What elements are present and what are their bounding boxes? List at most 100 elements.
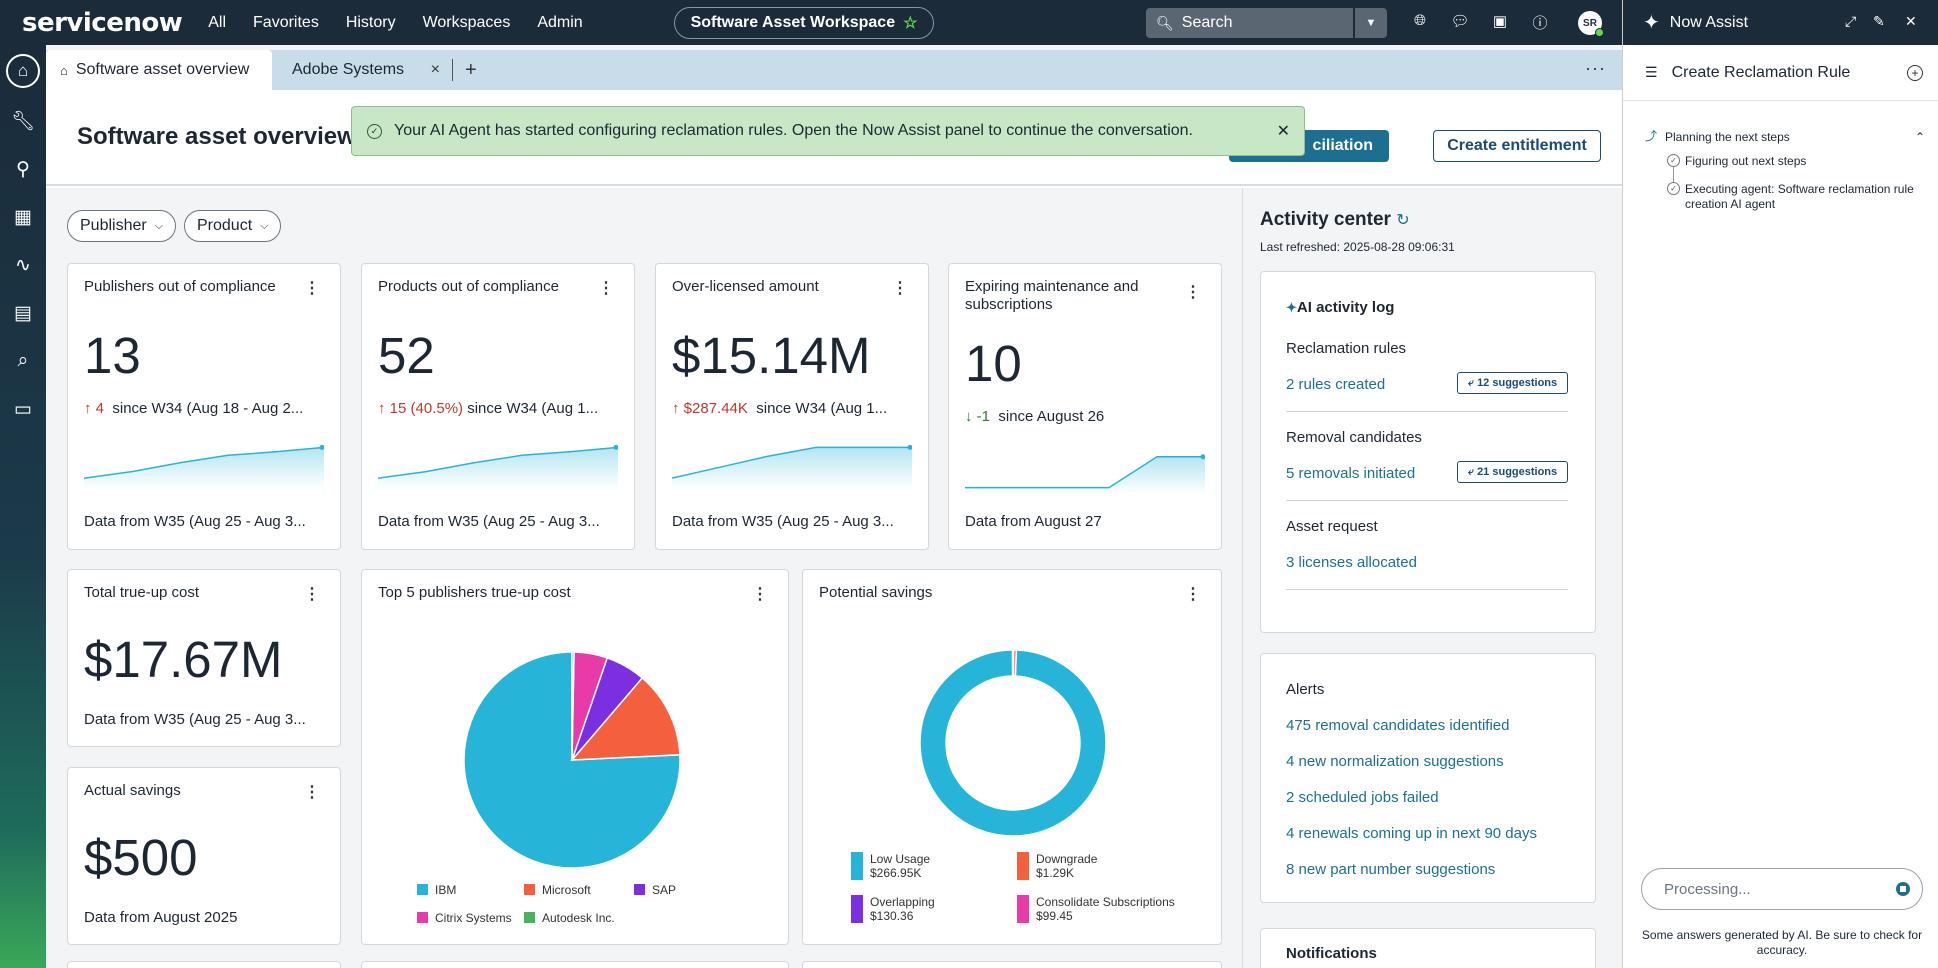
tab-software-asset-overview[interactable]: ⌂ Software asset overview — [46, 50, 272, 90]
alert-link[interactable]: 2 scheduled jobs failed — [1286, 789, 1439, 806]
more-icon[interactable]: ··· — [1585, 58, 1606, 78]
legend-item[interactable]: Low Usage $266.95K — [851, 852, 930, 880]
rail-inbox[interactable]: ▭ — [0, 385, 46, 433]
potential-savings-card[interactable]: Potential savings ⋮ Low Usage $266.95K Dow… — [802, 569, 1222, 945]
kpi-card-products[interactable]: Products out of compliance ⋮ 52 ↑ 15 (40… — [361, 263, 635, 550]
kpi-value: 52 — [378, 327, 435, 384]
pie-slice-consolidate-subscriptions[interactable] — [1011, 649, 1014, 677]
pin-icon[interactable]: ✎ — [1873, 13, 1885, 29]
more-vertical-icon[interactable]: ⋮ — [304, 280, 320, 297]
agent-steps: ⤴ Planning the next steps ⌃ ✓ Figuring ou… — [1645, 129, 1925, 212]
more-vertical-icon[interactable]: ⋮ — [304, 586, 320, 603]
top-publishers-pie-card[interactable]: Top 5 publishers true-up cost ⋮ IBM Micro… — [361, 569, 789, 945]
legend-item[interactable]: Citrix Systems — [417, 911, 512, 925]
alert-link[interactable]: 8 new part number suggestions — [1286, 861, 1496, 878]
rail-home[interactable]: ⌂ — [0, 45, 46, 97]
kpi-value: $500 — [84, 829, 198, 886]
tab-divider — [452, 59, 453, 81]
legend-item[interactable]: IBM — [417, 883, 456, 897]
chat-icon[interactable]: 💬︎ — [1450, 13, 1470, 30]
tab-adobe-systems[interactable]: Adobe Systems × — [272, 50, 452, 90]
home-icon: ⌂ — [6, 54, 40, 88]
add-tab-icon[interactable]: + — [465, 58, 477, 81]
alert-link[interactable]: 475 removal candidates identified — [1286, 717, 1510, 734]
nav-item-favorites[interactable]: Favorites — [253, 13, 319, 31]
step-header-label: Planning the next steps — [1665, 130, 1790, 144]
legend-label: Microsoft — [542, 883, 591, 897]
kpi-delta: ↓ -1 since August 26 — [965, 408, 1215, 425]
refresh-icon[interactable]: ↻ — [1396, 212, 1410, 229]
publisher-filter[interactable]: Publisher ⌵ — [67, 210, 177, 242]
kpi-card-expiring[interactable]: Expiring maintenance and subscriptions ⋮… — [948, 263, 1222, 550]
legend-item[interactable]: Microsoft — [524, 883, 591, 897]
product-filter[interactable]: Product ⌵ — [184, 210, 282, 242]
more-vertical-icon[interactable]: ⋮ — [1185, 586, 1201, 603]
menu-icon[interactable]: ☰ — [1645, 64, 1658, 80]
rail-dashboard[interactable]: ▦ — [0, 193, 46, 241]
delta-value: 15 (40.5%) — [389, 400, 464, 417]
suggestions-badge[interactable]: ⤶ 21 suggestions — [1457, 461, 1568, 483]
workspace-name: Software Asset Workspace — [690, 14, 896, 31]
rules-created-link[interactable]: 2 rules created — [1286, 376, 1386, 393]
expand-icon[interactable]: ⤢ — [1845, 13, 1857, 29]
rail-reports[interactable]: ⌕ — [0, 337, 46, 385]
globe-icon[interactable]: 🌐︎ — [1413, 12, 1426, 29]
servicenow-logo[interactable]: servicenow — [22, 7, 183, 38]
sparkline-chart — [965, 454, 1205, 494]
stop-icon[interactable] — [1896, 882, 1910, 896]
licenses-allocated-link[interactable]: 3 licenses allocated — [1286, 554, 1417, 571]
help-icon[interactable]: ⓘ — [1532, 15, 1548, 32]
close-icon[interactable]: × — [430, 61, 440, 78]
kpi-card-total-trueup[interactable]: Total true-up cost ⋮ $17.67M Data from W… — [67, 569, 341, 747]
kpi-card-over-licensed[interactable]: Over-licensed amount ⋮ $15.14M ↑ $287.44… — [655, 263, 929, 550]
legend-item[interactable]: SAP — [634, 883, 676, 897]
chevron-down-icon: ⌵ — [260, 219, 269, 232]
pie-slice-low-usage[interactable] — [919, 649, 1107, 837]
workspace-pill[interactable]: Software Asset Workspace ☆ — [674, 7, 934, 39]
suggestions-badge[interactable]: ⤶ 12 suggestions — [1457, 372, 1568, 394]
legend-item[interactable]: Downgrade $1.29K — [1017, 852, 1097, 880]
rail-wrench[interactable]: 🔧︎ — [0, 97, 46, 145]
removals-initiated-link[interactable]: 5 removals initiated — [1286, 465, 1416, 482]
avatar[interactable]: SR — [1578, 11, 1604, 37]
chat-input[interactable]: Processing... — [1641, 868, 1923, 910]
step-item: ✓ Executing agent: Software reclamation r… — [1645, 182, 1925, 212]
create-entitlement-button[interactable]: Create entitlement — [1433, 130, 1601, 162]
kpi-card-publishers[interactable]: Publishers out of compliance ⋮ 13 ↑ 4 si… — [67, 263, 341, 550]
nav-item-admin[interactable]: Admin — [537, 13, 583, 31]
alert-link[interactable]: 4 renewals coming up in next 90 days — [1286, 825, 1537, 842]
assist-subheader: ☰ Create Reclamation Rule + — [1623, 45, 1938, 101]
close-icon[interactable]: ✕ — [1905, 13, 1917, 29]
more-vertical-icon[interactable]: ⋮ — [598, 280, 614, 297]
rail-activity[interactable]: ∿ — [0, 241, 46, 289]
more-vertical-icon[interactable]: ⋮ — [752, 586, 768, 603]
nav-item-all[interactable]: All — [208, 13, 227, 31]
pie-slice-autodesk-inc-[interactable] — [571, 651, 575, 761]
search-input[interactable]: 🔍︎ Search — [1146, 8, 1353, 38]
donut-chart — [919, 649, 1107, 837]
nav-item-history[interactable]: History — [345, 13, 396, 31]
rail-calendar[interactable]: ▤ — [0, 289, 46, 337]
inbox-icon[interactable]: ▣ — [1492, 13, 1508, 30]
more-vertical-icon[interactable]: ⋮ — [1185, 284, 1201, 301]
card-title: Publishers out of compliance — [84, 278, 276, 295]
new-chat-icon[interactable]: + — [1907, 64, 1923, 81]
sparkline-point — [613, 444, 618, 450]
nav-item-workspaces[interactable]: Workspaces — [422, 13, 511, 31]
search-scope-dropdown[interactable]: ▼ — [1355, 8, 1387, 38]
alert-link[interactable]: 4 new normalization suggestions — [1286, 753, 1504, 770]
legend-item[interactable]: Autodesk Inc. — [524, 911, 615, 925]
legend-item[interactable]: Overlapping $130.36 — [851, 895, 935, 923]
chevron-up-icon[interactable]: ⌃ — [1914, 130, 1925, 144]
rail-agents[interactable]: ⚲ — [0, 145, 46, 193]
more-vertical-icon[interactable]: ⋮ — [304, 784, 320, 801]
legend-item[interactable]: Consolidate Subscriptions $99.45 — [1017, 895, 1175, 923]
step-header[interactable]: ⤴ Planning the next steps ⌃ — [1645, 129, 1925, 144]
pie-slice-microsoft[interactable] — [570, 676, 681, 761]
star-icon[interactable]: ☆ — [903, 15, 918, 32]
delta-value: 4 — [95, 400, 105, 417]
more-vertical-icon[interactable]: ⋮ — [892, 280, 908, 297]
divider — [1286, 589, 1568, 590]
close-icon[interactable]: ✕ — [1276, 123, 1290, 140]
kpi-card-actual-savings[interactable]: Actual savings ⋮ $500 Data from August 2… — [67, 767, 341, 945]
